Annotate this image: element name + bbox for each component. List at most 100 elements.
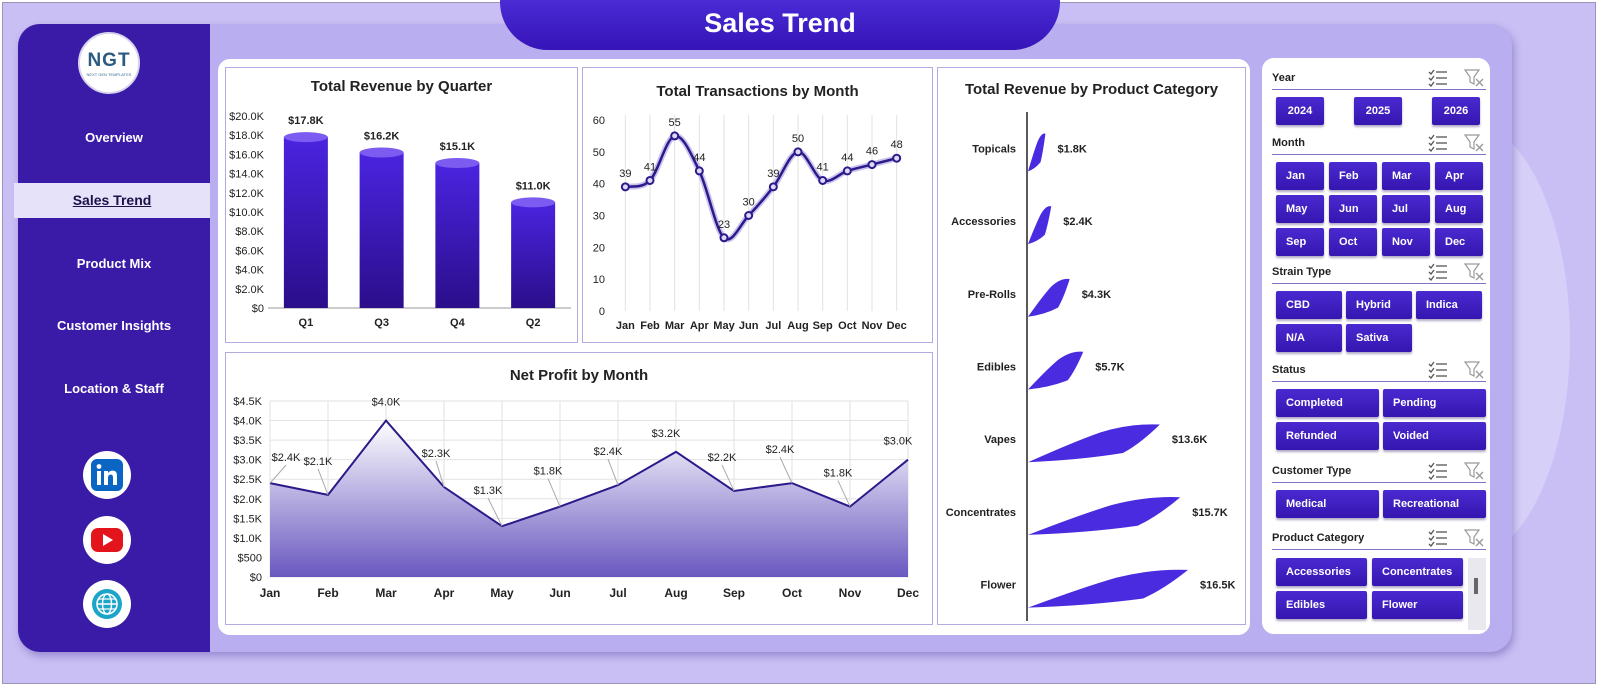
data-point	[793, 147, 803, 157]
customer-slicer-multiselect-icon[interactable]	[1428, 462, 1448, 485]
strain-slicer-option[interactable]: N/A	[1276, 324, 1342, 352]
strain-slicer-divider	[1272, 283, 1486, 284]
month-slicer-option[interactable]: Jun	[1329, 195, 1377, 223]
x-tick-label: Jun	[549, 586, 570, 600]
bar	[1028, 569, 1188, 608]
year-slicer-option[interactable]: 2025	[1354, 97, 1402, 125]
month-slicer-option[interactable]: Dec	[1435, 228, 1483, 256]
product-slicer-multiselect-icon[interactable]	[1428, 529, 1448, 552]
month-slicer-option[interactable]: Jan	[1276, 162, 1324, 190]
strain-slicer-option[interactable]: CBD	[1276, 291, 1342, 319]
data-label: 23	[718, 219, 730, 231]
year-slicer-clear-filter-icon[interactable]	[1463, 69, 1484, 92]
month-slicer-option[interactable]: Sep	[1276, 228, 1324, 256]
product-slicer-clear-filter-icon[interactable]	[1463, 529, 1484, 552]
strain-slicer-title: Strain Type	[1272, 266, 1332, 278]
nav-sales-trend[interactable]: Sales Trend	[72, 192, 152, 208]
nav-overview[interactable]: Overview	[85, 130, 143, 145]
y-tick-label: Accessories	[951, 216, 1016, 228]
product-slicer-option[interactable]: Flower	[1372, 591, 1463, 619]
year-slicer-option[interactable]: 2024	[1276, 97, 1324, 125]
data-label: $3.2K	[652, 428, 681, 440]
year-slicer-multiselect-icon[interactable]	[1428, 69, 1448, 92]
bar	[1028, 351, 1084, 390]
year-slicer-title: Year	[1272, 72, 1296, 84]
label-leader	[607, 458, 619, 486]
bar	[1028, 206, 1052, 245]
x-tick-label: Mar	[375, 586, 397, 600]
data-label: $4.0K	[372, 397, 401, 409]
status-slicer-option[interactable]: Completed	[1276, 389, 1379, 417]
nav-location-staff[interactable]: Location & Staff	[64, 381, 164, 396]
chart-revenue-category: Total Revenue by Product Category Topica…	[937, 67, 1246, 625]
y-tick-label: $4.0K	[233, 416, 262, 428]
customer-slicer-option[interactable]: Medical	[1276, 490, 1379, 518]
globe-icon[interactable]	[83, 580, 131, 628]
linkedin-icon[interactable]	[83, 451, 131, 499]
nav-product-mix[interactable]: Product Mix	[76, 256, 152, 271]
y-tick-label: $6.0K	[235, 245, 264, 257]
month-slicer-option[interactable]: Aug	[1435, 195, 1483, 223]
customer-slicer-title: Customer Type	[1272, 465, 1352, 477]
strain-slicer-clear-filter-icon[interactable]	[1463, 263, 1484, 286]
month-slicer-option[interactable]: Feb	[1329, 162, 1377, 190]
data-point	[694, 166, 704, 176]
label-leader	[779, 456, 793, 484]
y-tick-label: $3.5K	[233, 435, 262, 447]
status-slicer-divider	[1272, 381, 1486, 382]
y-tick-label: $10.0K	[229, 207, 265, 219]
data-label: $13.6K	[1172, 434, 1208, 446]
x-tick-label: Sep	[813, 320, 833, 332]
y-tick-label: 40	[593, 179, 605, 191]
youtube-icon[interactable]	[83, 516, 131, 564]
month-slicer-option[interactable]: Jul	[1382, 195, 1430, 223]
y-tick-label: $2.5K	[233, 474, 262, 486]
month-slicer-clear-filter-icon[interactable]	[1463, 134, 1484, 157]
data-label: 50	[792, 133, 804, 145]
chart-title: Total Revenue by Quarter	[310, 78, 493, 95]
nav-customer-insights[interactable]: Customer Insights	[56, 318, 172, 333]
year-slicer-option[interactable]: 2026	[1432, 97, 1480, 125]
status-slicer-option[interactable]: Voided	[1383, 422, 1486, 450]
year-slicer-divider	[1272, 89, 1486, 90]
month-slicer-multiselect-icon[interactable]	[1428, 134, 1448, 157]
nav-active-highlight	[14, 183, 210, 218]
strain-slicer-option[interactable]: Hybrid	[1346, 291, 1412, 319]
data-label: $2.2K	[708, 452, 737, 464]
strain-slicer-multiselect-icon[interactable]	[1428, 263, 1448, 286]
y-tick-label: $4.0K	[235, 265, 264, 277]
month-slicer-option[interactable]: Apr	[1435, 162, 1483, 190]
revenue-quarter-svg: $0 $2.0K $4.0K $6.0K $8.0K $10.0K $12.0K $14.0K…	[229, 111, 571, 329]
strain-slicer-option[interactable]: Sativa	[1346, 324, 1412, 352]
chart-revenue-quarter: Total Revenue by Quarter $0 $2.0K $4.0K $6.…	[225, 67, 578, 343]
month-slicer-option[interactable]: Nov	[1382, 228, 1430, 256]
strain-slicer-option[interactable]: Indica	[1416, 291, 1482, 319]
x-tick-label: Q4	[450, 317, 466, 329]
data-label: $1.3K	[474, 485, 503, 497]
month-slicer-option[interactable]: Mar	[1382, 162, 1430, 190]
bar	[1028, 424, 1160, 463]
bar-cap	[511, 197, 556, 208]
month-slicer-option[interactable]: May	[1276, 195, 1324, 223]
slicer-scrollbar[interactable]	[1468, 558, 1486, 630]
status-slicer-option[interactable]: Pending	[1383, 389, 1486, 417]
product-slicer-option[interactable]: Concentrates	[1372, 558, 1463, 586]
y-tick-label: 20	[593, 242, 605, 254]
customer-slicer-option[interactable]: Recreational	[1383, 490, 1486, 518]
status-slicer-option[interactable]: Refunded	[1276, 422, 1379, 450]
product-slicer-option[interactable]: Accessories	[1276, 558, 1367, 586]
customer-slicer-clear-filter-icon[interactable]	[1463, 462, 1484, 485]
y-tick-label: $500	[238, 552, 262, 564]
net-profit-svg: $0 $500 $1.0K $1.5K $2.0K $2.5K $3.0K $3.5K $4.0…	[233, 396, 919, 600]
x-tick-label: Apr	[690, 320, 710, 332]
status-slicer-multiselect-icon[interactable]	[1428, 361, 1448, 384]
status-slicer-clear-filter-icon[interactable]	[1463, 361, 1484, 384]
month-slicer-option[interactable]: Oct	[1329, 228, 1377, 256]
y-tick-label: $12.0K	[229, 188, 265, 200]
product-slicer-option[interactable]: Edibles	[1276, 591, 1367, 619]
chart-transactions-month: Total Transactions by Month 0 10 20 30 40 50 6…	[582, 67, 933, 343]
x-tick-label: Feb	[317, 586, 338, 600]
label-leader	[487, 497, 503, 527]
x-tick-label: Sep	[723, 586, 745, 600]
slicer-scroll-thumb[interactable]	[1474, 578, 1478, 594]
